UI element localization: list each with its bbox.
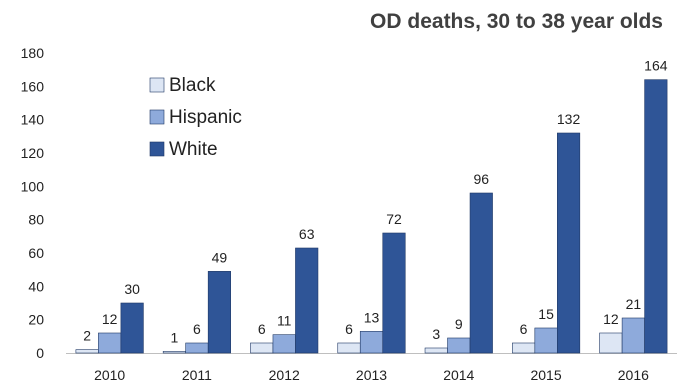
x-tick-label: 2011 [182,367,212,383]
data-label-hispanic: 12 [102,311,118,327]
y-tick-label: 80 [28,212,44,228]
bar-hispanic [447,337,471,354]
bar-hispanic [185,342,209,354]
legend-label-black: Black [169,75,216,96]
bar-white [295,247,319,354]
data-label-hispanic: 6 [193,321,201,337]
data-label-black: 3 [432,326,440,342]
data-label-white: 164 [644,58,668,74]
bar-white [120,302,144,354]
bar-hispanic [534,327,558,354]
data-label-white: 96 [473,171,489,187]
bar-hispanic [359,331,384,354]
data-label-white: 49 [212,249,228,265]
data-label-black: 2 [83,328,91,344]
x-tick-label: 2014 [443,367,474,383]
x-tick-label: 2016 [618,367,649,383]
data-label-black: 1 [171,329,179,345]
bar-black [599,332,623,354]
bar-white [207,271,231,354]
legend-label-white: White [169,139,218,160]
data-label-hispanic: 11 [277,313,292,329]
data-label-black: 6 [345,321,353,337]
y-tick-label: 100 [21,178,45,194]
x-axis-ticks: 2010 2011 2012 2013 2014 2015 2016 [94,367,649,383]
y-tick-label: 140 [21,112,45,128]
bar-white [557,132,581,354]
data-label-hispanic: 15 [538,306,554,322]
chart-title: OD deaths, 30 to 38 year olds [370,10,663,33]
bar-black [424,347,448,354]
y-tick-label: 60 [28,245,44,261]
y-tick-label: 40 [28,278,44,294]
data-label-white: 63 [299,226,315,242]
bar-white [382,232,406,354]
bar-white [644,79,668,354]
y-tick-label: 0 [36,345,44,361]
x-tick-label: 2012 [269,367,300,383]
y-tick-label: 180 [21,45,45,61]
data-label-white: 132 [557,111,581,127]
y-tick-label: 20 [28,312,44,328]
x-tick-label: 2010 [94,367,125,383]
data-label-black: 6 [520,321,528,337]
data-label-hispanic: 13 [364,309,380,325]
x-tick-label: 2013 [356,367,387,383]
data-label-hispanic: 21 [626,296,642,312]
bar-black [75,349,99,354]
bar-hispanic [621,317,645,354]
data-label-white: 72 [386,211,402,227]
data-label-hispanic: 9 [455,316,463,332]
data-label-white: 30 [124,281,140,297]
legend-swatch-hispanic [149,109,165,125]
bar-hispanic [272,334,296,354]
y-tick-label: 160 [21,78,45,94]
bar-hispanic [98,332,122,354]
bars-group [75,79,668,354]
data-label-black: 12 [603,311,619,327]
x-tick-label: 2015 [530,367,561,383]
legend-label-hispanic: Hispanic [169,107,242,128]
bar-black [162,351,186,354]
legend: Black Hispanic White [149,75,242,160]
bar-black [337,342,361,354]
data-label-black: 6 [258,321,266,337]
y-axis-ticks: 0 20 40 60 80 100 120 140 160 180 [21,45,45,361]
legend-swatch-black [149,77,165,93]
bar-black [250,342,274,354]
legend-swatch-white [149,141,165,157]
y-tick-label: 120 [21,145,45,161]
bar-black [512,342,536,354]
bar-white [469,192,493,354]
